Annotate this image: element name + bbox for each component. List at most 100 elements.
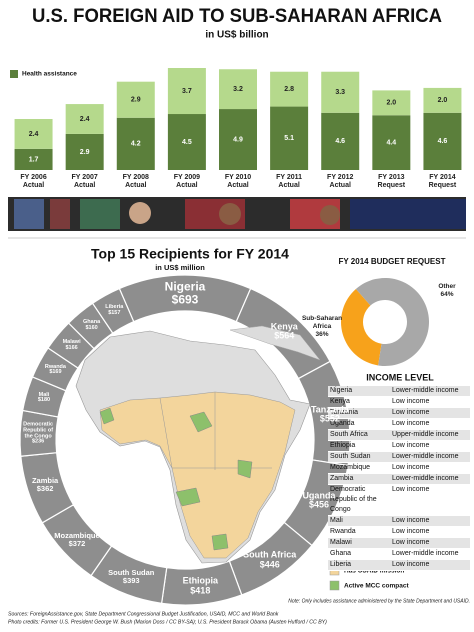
- ring-label: Zambia $362: [18, 477, 72, 493]
- table-cell: Democratic Republic of the Congo: [330, 486, 377, 513]
- bar-value-label: 2.9: [80, 149, 90, 156]
- table-cell: Low income: [392, 486, 430, 493]
- table-cell: Low income: [392, 517, 430, 524]
- ring-category: Zambia: [31, 476, 59, 486]
- bar-segment: [423, 87, 462, 113]
- ring-category: Kenya: [270, 321, 298, 332]
- table-cell: Zambia: [330, 475, 354, 482]
- bar-value-label: 5.1: [284, 135, 294, 142]
- ring-label: Malawi $166: [55, 340, 89, 353]
- bar-segment: [116, 81, 155, 118]
- ring-category: Tanzania: [310, 404, 349, 415]
- table-row: Ghana Lower-middle income: [328, 549, 470, 560]
- sources: Sources: ForeignAssistance.gov, State De…: [8, 611, 279, 617]
- x-tick-label: FY 2012 Actual: [327, 174, 354, 189]
- bar-segment: [219, 69, 257, 110]
- x-tick-label: FY 2009 Actual: [173, 174, 201, 189]
- table-row: Democratic Republic of the Congo Low inco…: [328, 485, 470, 516]
- donut-label: Other 64%: [425, 283, 469, 299]
- ring-category: Mali: [38, 391, 50, 398]
- map-border: [159, 397, 173, 469]
- bar-segment: [321, 71, 360, 113]
- photo-flag: [14, 199, 44, 229]
- x-tick-label: FY 2011 Actual: [276, 174, 303, 189]
- ring-label: Ghana $160: [75, 319, 109, 333]
- bar-segment: [65, 104, 104, 134]
- x-tick-label: FY 2008 Actual: [122, 174, 149, 189]
- ring-category: Rwanda: [44, 363, 66, 370]
- ring-category: Democratic Republic of the Congo: [23, 421, 54, 440]
- table-cell: Mozambique: [330, 464, 371, 471]
- table-row: Malawi Low income: [328, 538, 470, 549]
- ring-value: $693: [171, 292, 199, 306]
- bar-value-label: 2.0: [438, 97, 448, 104]
- map-mcc: [211, 533, 229, 551]
- map-mcc: [237, 459, 253, 479]
- ring-label: Nigeria $693: [158, 280, 212, 305]
- ring-category: Ghana: [83, 319, 101, 326]
- ring-subtitle: in US$ million: [155, 263, 205, 272]
- table-row: Tanzania Low income: [328, 408, 470, 419]
- ring-value: $160: [85, 325, 98, 332]
- table-cell: Tanzania: [330, 409, 359, 416]
- map-usaid: [99, 391, 296, 559]
- bar-value-label: 4.2: [131, 141, 141, 148]
- bar-value-label: 2.4: [29, 131, 39, 138]
- bar-segment: [14, 148, 53, 170]
- table-cell: Rwanda: [330, 528, 356, 535]
- ring-label: Ethiopia $418: [173, 576, 227, 596]
- table-cell: Liberia: [330, 561, 352, 568]
- map-mcc: [175, 487, 201, 507]
- ring-value: $180: [37, 397, 51, 404]
- bar-segment: [270, 71, 309, 107]
- bar-segment: [423, 112, 462, 170]
- table-row: Liberia Low income: [328, 560, 470, 571]
- map-mcc: [99, 407, 115, 425]
- ring-label: Liberia $157: [97, 305, 131, 317]
- table-cell: Low income: [392, 528, 430, 535]
- table-cell: Low income: [392, 409, 430, 416]
- table-title: INCOME LEVEL: [366, 372, 434, 382]
- legend-label: Active MCC compact: [344, 583, 409, 590]
- bar-segment: [14, 119, 53, 149]
- table-cell: Malawi: [330, 539, 352, 546]
- table-cell: Low income: [392, 464, 430, 471]
- donut-value: 64%: [440, 291, 454, 298]
- bar-value-label: 2.8: [284, 86, 294, 93]
- income-table: Nigeria Lower-middle income Kenya Low incom…: [328, 386, 470, 571]
- bar-value-label: 4.6: [438, 138, 448, 145]
- note: Note: Only includes assistance administe…: [288, 598, 470, 604]
- bar-value-label: 4.4: [386, 139, 396, 146]
- bar-value-label: 1.7: [29, 156, 39, 163]
- photo-face: [219, 203, 241, 225]
- ring-label: Mali $180: [27, 391, 61, 405]
- donut-label: Sub-Saharan Africa 36%: [300, 315, 344, 339]
- bar-segment: [219, 109, 257, 170]
- map-land: [229, 325, 321, 361]
- table-row: Mozambique Low income: [328, 463, 470, 474]
- ring-category: Uganda: [302, 490, 336, 501]
- table-cell: Low income: [392, 442, 430, 449]
- x-tick-label: FY 2013 Request: [377, 174, 406, 189]
- table-row: South Sudan Lower-middle income: [328, 452, 470, 463]
- ring-value: $456: [308, 499, 329, 510]
- legend-label: Health assistance: [22, 71, 77, 78]
- ring-value: $169: [49, 369, 62, 376]
- donut-title: FY 2014 BUDGET REQUEST: [339, 257, 446, 266]
- bar-value-label: 3.2: [233, 86, 243, 93]
- table-cell: Ethiopia: [330, 442, 356, 449]
- table-cell: Ghana: [330, 550, 352, 557]
- ring-value: $552: [319, 414, 340, 425]
- table-cell: Mali: [330, 517, 343, 524]
- ring-value: $157: [108, 310, 121, 317]
- table-row: South Africa Upper-middle income: [328, 430, 470, 441]
- ring-title: Top 15 Recipients for FY 2014: [91, 246, 289, 262]
- photo-face: [129, 202, 151, 224]
- bar-segment: [372, 90, 411, 116]
- table-cell: South Sudan: [330, 453, 371, 460]
- ring-value: $236: [31, 438, 45, 445]
- table-cell: Low income: [392, 398, 430, 405]
- bar-segment: [372, 115, 411, 170]
- bar-segment: [167, 68, 206, 115]
